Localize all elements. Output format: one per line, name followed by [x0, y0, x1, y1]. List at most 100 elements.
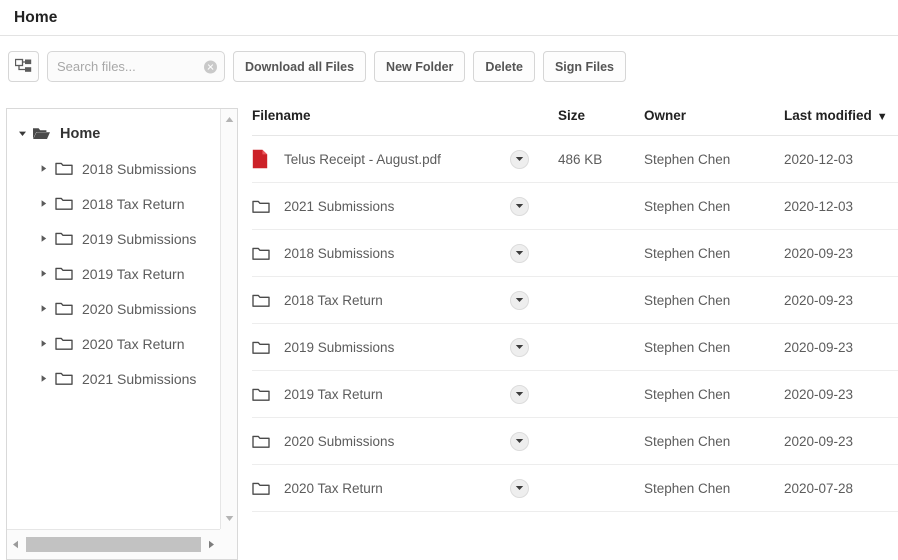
- horizontal-scroll-thumb[interactable]: [26, 537, 201, 552]
- tree-item-2018-submissions[interactable]: 2018 Submissions: [7, 151, 220, 186]
- triangle-right-icon[interactable]: [37, 164, 51, 173]
- folder-icon: [252, 434, 274, 449]
- scroll-right-arrow-icon[interactable]: [203, 536, 220, 553]
- search-input[interactable]: [47, 51, 225, 82]
- delete-button[interactable]: Delete: [473, 51, 535, 82]
- tree-view-toggle-button[interactable]: [8, 51, 39, 82]
- file-table: Filename Size Owner Last modified ▼: [252, 97, 898, 512]
- folder-icon: [53, 161, 74, 176]
- file-name-cell[interactable]: 2019 Submissions: [252, 323, 510, 371]
- file-owner-cell: Stephen Chen: [644, 182, 784, 230]
- file-name-cell[interactable]: 2019 Tax Return: [252, 370, 510, 418]
- sidebar-horizontal-scrollbar[interactable]: [7, 529, 220, 559]
- row-actions-cell[interactable]: [510, 370, 558, 418]
- scroll-down-arrow-icon[interactable]: [221, 510, 238, 527]
- file-size-cell: 486 KB: [558, 135, 644, 183]
- file-name-label: 2020 Tax Return: [284, 480, 383, 496]
- file-name-cell[interactable]: 2020 Submissions: [252, 417, 510, 465]
- folder-icon: [53, 336, 74, 351]
- sort-descending-icon: ▼: [876, 111, 888, 123]
- folder-icon: [252, 246, 274, 261]
- new-folder-button[interactable]: New Folder: [374, 51, 466, 82]
- file-owner-cell: Stephen Chen: [644, 464, 784, 512]
- chevron-down-icon[interactable]: [510, 478, 529, 498]
- tree-item-2020-submissions[interactable]: 2020 Submissions: [7, 291, 220, 326]
- folder-tree: Home 2018 Submissions: [7, 109, 220, 529]
- file-modified-cell: 2020-09-23: [784, 229, 898, 277]
- sign-files-button[interactable]: Sign Files: [542, 51, 626, 82]
- triangle-right-icon[interactable]: [37, 374, 51, 383]
- row-actions-cell[interactable]: [510, 276, 558, 324]
- file-name-label: Telus Receipt - August.pdf: [284, 151, 441, 167]
- triangle-right-icon[interactable]: [37, 304, 51, 313]
- chevron-down-icon[interactable]: [510, 243, 529, 263]
- table-row[interactable]: 2020 Tax Return Stephen Chen 2020-07-28: [252, 464, 898, 512]
- table-row[interactable]: Telus Receipt - August.pdf 486 KB Stephe…: [252, 135, 898, 183]
- column-last-modified[interactable]: Last modified ▼: [784, 97, 898, 136]
- triangle-right-icon[interactable]: [37, 199, 51, 208]
- tree-item-2019-tax-return[interactable]: 2019 Tax Return: [7, 256, 220, 291]
- folder-icon: [53, 196, 74, 211]
- chevron-down-icon[interactable]: [510, 196, 529, 216]
- content-area: Home 2018 Submissions: [0, 97, 898, 560]
- column-owner[interactable]: Owner: [644, 97, 784, 136]
- triangle-right-icon[interactable]: [37, 234, 51, 243]
- file-name-cell[interactable]: 2018 Tax Return: [252, 276, 510, 324]
- file-name-cell[interactable]: Telus Receipt - August.pdf: [252, 135, 510, 183]
- tree-item-2019-submissions[interactable]: 2019 Submissions: [7, 221, 220, 256]
- column-last-modified-label: Last modified: [784, 108, 872, 123]
- chevron-down-icon[interactable]: [510, 290, 529, 310]
- file-size-cell: [558, 464, 644, 512]
- row-actions-cell[interactable]: [510, 323, 558, 371]
- file-modified-cell: 2020-09-23: [784, 417, 898, 465]
- search-box[interactable]: [47, 51, 225, 82]
- folder-icon: [252, 199, 274, 214]
- tree-item-2018-tax-return[interactable]: 2018 Tax Return: [7, 186, 220, 221]
- scroll-left-arrow-icon[interactable]: [7, 536, 24, 553]
- file-name-label: 2018 Submissions: [284, 245, 395, 261]
- table-row[interactable]: 2021 Submissions Stephen Chen 2020-12-03: [252, 182, 898, 230]
- clear-search-icon[interactable]: [204, 60, 217, 73]
- file-name-cell[interactable]: 2018 Submissions: [252, 229, 510, 277]
- tree-item-2020-tax-return[interactable]: 2020 Tax Return: [7, 326, 220, 361]
- chevron-down-icon[interactable]: [510, 337, 529, 357]
- table-row[interactable]: 2019 Submissions Stephen Chen 2020-09-23: [252, 323, 898, 371]
- row-actions-cell[interactable]: [510, 229, 558, 277]
- chevron-down-icon[interactable]: [510, 149, 529, 169]
- file-modified-cell: 2020-09-23: [784, 276, 898, 324]
- download-all-files-button[interactable]: Download all Files: [233, 51, 367, 82]
- row-actions-cell[interactable]: [510, 417, 558, 465]
- table-row[interactable]: 2018 Tax Return Stephen Chen 2020-09-23: [252, 276, 898, 324]
- folder-icon: [252, 481, 274, 496]
- sidebar-vertical-scrollbar[interactable]: [220, 109, 237, 529]
- folder-tree-panel: Home 2018 Submissions: [6, 108, 238, 560]
- folder-icon: [252, 293, 274, 308]
- table-row[interactable]: 2019 Tax Return Stephen Chen 2020-09-23: [252, 370, 898, 418]
- triangle-down-icon[interactable]: [15, 129, 29, 138]
- row-actions-cell[interactable]: [510, 464, 558, 512]
- chevron-down-icon[interactable]: [510, 431, 529, 451]
- column-filename[interactable]: Filename: [252, 97, 510, 136]
- file-name-cell[interactable]: 2021 Submissions: [252, 182, 510, 230]
- file-size-cell: [558, 276, 644, 324]
- chevron-down-icon[interactable]: [510, 384, 529, 404]
- scroll-up-arrow-icon[interactable]: [221, 111, 238, 128]
- page-title: Home: [14, 8, 58, 26]
- tree-item-2021-submissions[interactable]: 2021 Submissions: [7, 361, 220, 396]
- row-actions-cell[interactable]: [510, 135, 558, 183]
- file-modified-cell: 2020-09-23: [784, 323, 898, 371]
- tree-item-label: Home: [60, 125, 101, 142]
- tree-item-label: 2019 Tax Return: [82, 265, 185, 282]
- file-name-cell[interactable]: 2020 Tax Return: [252, 464, 510, 512]
- column-size[interactable]: Size: [558, 97, 644, 136]
- tree-item-home[interactable]: Home: [7, 116, 220, 151]
- folder-icon: [53, 266, 74, 281]
- table-row[interactable]: 2020 Submissions Stephen Chen 2020-09-23: [252, 417, 898, 465]
- tree-item-label: 2018 Tax Return: [82, 195, 185, 212]
- file-modified-cell: 2020-12-03: [784, 182, 898, 230]
- file-owner-cell: Stephen Chen: [644, 276, 784, 324]
- triangle-right-icon[interactable]: [37, 269, 51, 278]
- row-actions-cell[interactable]: [510, 182, 558, 230]
- triangle-right-icon[interactable]: [37, 339, 51, 348]
- table-row[interactable]: 2018 Submissions Stephen Chen 2020-09-23: [252, 229, 898, 277]
